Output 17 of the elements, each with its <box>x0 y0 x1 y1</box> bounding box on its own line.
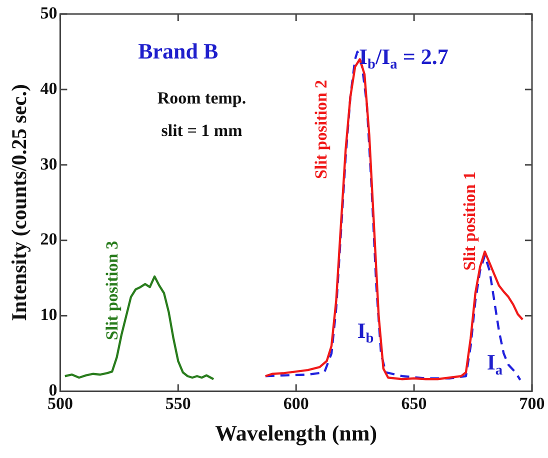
annotation: Brand B <box>138 38 219 64</box>
annotation: Slit position 3 <box>102 240 122 340</box>
x-tick-label: 700 <box>519 394 545 413</box>
y-tick-label: 30 <box>40 154 58 174</box>
annotation: Slit position 1 <box>460 171 480 271</box>
x-axis-title: Wavelength (nm) <box>215 420 378 446</box>
annotation: Room temp. <box>157 88 246 108</box>
y-tick-label: 40 <box>40 78 58 98</box>
annotation: Slit position 2 <box>311 80 330 180</box>
y-tick-label: 50 <box>40 3 58 22</box>
x-tick-label: 650 <box>401 394 427 413</box>
y-tick-label: 20 <box>40 230 58 249</box>
x-tick-label: 550 <box>165 394 191 413</box>
annotation: slit = 1 mm <box>161 121 242 140</box>
y-axis-title: Intensity (counts/0.25 sec.) <box>7 84 32 322</box>
y-tick-label: 10 <box>40 305 58 324</box>
x-tick-label: 600 <box>283 394 309 413</box>
